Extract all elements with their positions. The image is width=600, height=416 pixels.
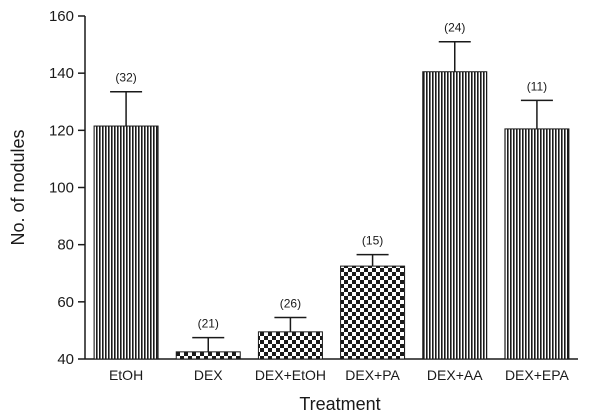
sample-size-label-dex-epa: (11)	[527, 79, 547, 93]
y-tick-label: 80	[57, 237, 74, 254]
x-category-label-dex-aa: DEX+AA	[427, 367, 483, 383]
bars: (32) (21) (26) (15) (24) (11)	[93, 21, 570, 360]
y-tick-label: 40	[57, 351, 74, 368]
x-axis-title: Treatment	[299, 394, 380, 414]
y-axis-title: No. of nodules	[8, 129, 28, 245]
y-axis-ticks: 40 60 80 100 120 140 160	[49, 8, 85, 368]
sample-size-label-dex-aa: (24)	[444, 21, 465, 35]
bar-dex	[175, 351, 241, 360]
sample-size-label-etoh: (32)	[115, 71, 136, 85]
x-category-label-dex-pa: DEX+PA	[345, 367, 400, 383]
bar-dex-epa	[504, 128, 570, 360]
bar-dex-etoh	[257, 331, 323, 360]
sample-size-label-dex: (21)	[198, 317, 219, 331]
sample-size-label-dex-etoh: (26)	[280, 297, 301, 311]
bar-etoh	[93, 125, 159, 360]
x-category-label-dex-epa: DEX+EPA	[505, 367, 570, 383]
y-tick-label: 120	[49, 122, 74, 139]
y-tick-label: 160	[49, 8, 74, 25]
y-tick-label: 60	[57, 294, 74, 311]
bar-dex-aa	[422, 71, 488, 360]
sample-size-label-dex-pa: (15)	[362, 234, 383, 248]
x-category-label-dex: DEX	[194, 367, 223, 383]
x-category-label-dex-etoh: DEX+EtOH	[255, 367, 326, 383]
y-tick-label: 140	[49, 65, 74, 82]
bar-dex-pa	[340, 265, 406, 360]
y-tick-label: 100	[49, 180, 74, 197]
x-axis-category-labels: EtOH DEX DEX+EtOH DEX+PA DEX+AA DEX+EPA	[109, 367, 570, 383]
x-category-label-etoh: EtOH	[109, 367, 143, 383]
